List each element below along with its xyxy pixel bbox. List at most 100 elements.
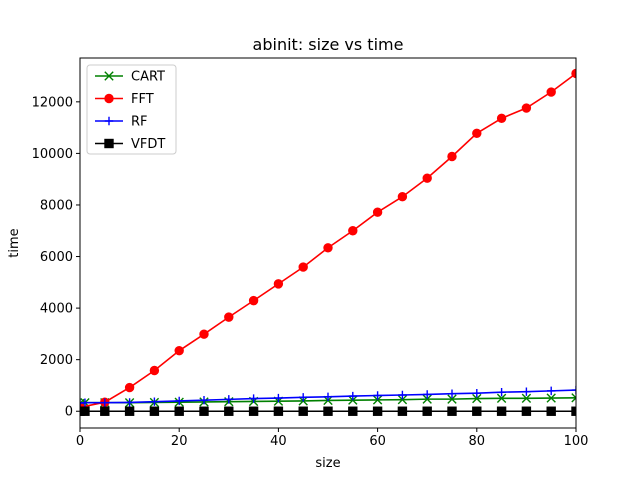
- series-vfdt: [80, 406, 576, 416]
- x-tick-label-0: 0: [76, 434, 84, 449]
- x-tick-label-60: 60: [369, 434, 386, 449]
- y-axis-title: time: [7, 228, 22, 257]
- data-point-cart-20: [546, 393, 556, 403]
- y-tick-label-0: 0: [65, 405, 73, 420]
- data-point-fft-8: [273, 279, 284, 289]
- data-point-rf-15: [423, 390, 432, 399]
- data-point-rf-21: [571, 385, 576, 395]
- legend-item-vfdt: VFDT: [95, 137, 165, 152]
- data-point-vfdt-4: [149, 406, 160, 416]
- axes-layer: 0 20 40 60 80 100 0 2000 4000 6000 8000 10000 12000: [32, 57, 589, 449]
- data-point-cart-18: [496, 393, 507, 404]
- data-point-vfdt-15: [422, 406, 432, 416]
- data-point-vfdt-7: [224, 406, 234, 416]
- data-point-vfdt-3: [124, 406, 135, 416]
- data-point-vfdt-13: [372, 406, 383, 416]
- y-tick-label-6000: 6000: [40, 250, 73, 265]
- x-tick-label-20: 20: [171, 434, 188, 449]
- data-point-cart-21: [571, 393, 576, 403]
- data-point-vfdt-11: [323, 406, 333, 416]
- x-tick-label-80: 80: [469, 434, 486, 449]
- data-point-rf-20: [547, 386, 556, 396]
- data-point-cart-19: [521, 393, 532, 404]
- data-point-fft-4: [174, 345, 184, 356]
- legend-label-fft: FFT: [131, 92, 154, 107]
- data-point-fft-14: [422, 173, 432, 183]
- data-point-fft-5: [199, 329, 209, 339]
- data-point-fft-7: [248, 295, 259, 306]
- legend-box: [86, 64, 177, 155]
- legend-marker-fft: [104, 93, 114, 104]
- data-point-rf-17: [472, 388, 481, 398]
- x-axis-title: size: [315, 456, 340, 471]
- data-point-rf-8: [249, 394, 258, 403]
- data-point-rf-6: [199, 395, 209, 405]
- data-point-fft-13: [397, 192, 408, 202]
- y-tick-label-8000: 8000: [40, 198, 73, 213]
- data-point-rf-12: [348, 391, 357, 401]
- data-point-vfdt-19: [521, 406, 532, 416]
- data-point-fft-6: [224, 312, 234, 322]
- data-point-vfdt-5: [174, 406, 184, 416]
- data-point-fft-15: [447, 151, 457, 162]
- series-rf: [80, 385, 576, 408]
- y-tick-label-12000: 12000: [32, 95, 73, 110]
- y-tick-label-10000: 10000: [32, 147, 73, 162]
- data-point-vfdt-20: [546, 406, 556, 416]
- data-point-rf-9: [274, 393, 283, 403]
- data-point-rf-5: [175, 396, 184, 406]
- data-point-vfdt-8: [248, 406, 259, 416]
- legend-label-cart: CART: [131, 70, 165, 85]
- data-point-vfdt-17: [472, 406, 482, 416]
- legend-item-fft: FFT: [95, 92, 154, 107]
- series-layer: [80, 68, 576, 416]
- data-point-rf-16: [447, 389, 457, 398]
- data-point-vfdt-1: [80, 406, 90, 416]
- data-point-vfdt-16: [447, 406, 457, 416]
- y-tick-label-4000: 4000: [40, 302, 73, 317]
- data-point-fft-3: [149, 365, 160, 376]
- data-point-cart-17: [472, 393, 482, 404]
- data-point-cart-14: [397, 394, 408, 405]
- data-point-rf-19: [522, 387, 531, 396]
- data-point-vfdt-12: [348, 406, 358, 416]
- legend-label-vfdt: VFDT: [131, 137, 165, 152]
- data-point-vfdt-14: [397, 406, 408, 416]
- y-tick-label-2000: 2000: [40, 353, 73, 368]
- data-point-rf-2: [100, 398, 109, 407]
- plot-frame: [79, 57, 577, 429]
- data-point-rf-3: [125, 398, 134, 407]
- data-point-vfdt-9: [273, 406, 284, 416]
- data-point-fft-19: [546, 87, 556, 97]
- data-point-rf-18: [497, 387, 506, 397]
- legend-marker-rf: [104, 116, 114, 126]
- data-point-fft-12: [372, 207, 383, 217]
- data-point-fft-11: [348, 226, 358, 236]
- legend-item-cart: CART: [95, 70, 165, 85]
- data-point-fft-18: [521, 103, 532, 113]
- data-point-vfdt-18: [496, 406, 507, 416]
- legend-label-rf: RF: [131, 115, 148, 130]
- data-point-rf-11: [323, 392, 333, 402]
- data-point-cart-15: [422, 394, 432, 404]
- series-fft: [80, 68, 576, 413]
- data-point-cart-13: [372, 395, 383, 405]
- legend: CART FFT RF VFDT: [86, 64, 177, 155]
- x-tick-label-100: 100: [564, 434, 589, 449]
- data-point-cart-16: [447, 394, 457, 404]
- data-point-rf-1: [80, 398, 90, 407]
- data-point-fft-10: [323, 243, 333, 253]
- data-point-vfdt-10: [298, 406, 308, 416]
- data-point-fft-17: [496, 113, 507, 124]
- data-point-fft-2: [124, 382, 135, 393]
- data-point-rf-14: [398, 390, 407, 400]
- legend-item-rf: RF: [95, 115, 148, 130]
- chart-title: abinit: size vs time: [253, 35, 404, 54]
- data-point-rf-10: [299, 393, 308, 402]
- legend-marker-vfdt: [104, 138, 114, 149]
- data-point-rf-7: [224, 395, 233, 404]
- data-point-rf-4: [150, 397, 159, 406]
- data-point-fft-16: [472, 128, 482, 138]
- series-line-rf: [80, 389, 576, 404]
